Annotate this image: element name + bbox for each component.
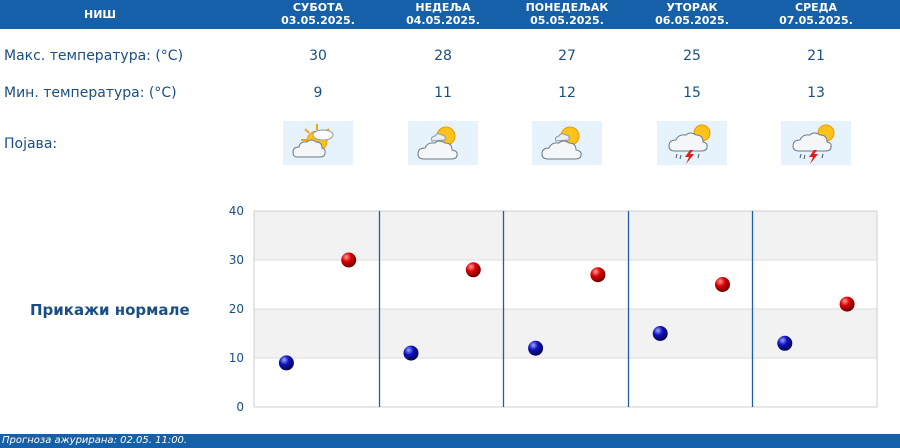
y-tick-label: 30 [229, 253, 244, 267]
day-name: СУБОТА [292, 1, 344, 14]
sun-behind-cloud-icon [283, 121, 353, 165]
day-name: СРЕДА [795, 1, 837, 14]
day-name: ПОНЕДЕЉАК [525, 1, 609, 14]
temperature-chart: 0 10 20 30 40 [229, 204, 878, 414]
min-temp-value: 13 [807, 85, 825, 101]
forecast-header-bar: НИШ СУБОТА 03.05.2025. НЕДЕЉА 04.05.2025… [0, 0, 900, 29]
min-temp-value: 9 [313, 85, 323, 101]
max-temp-label: Макс. температура: (°C) [4, 48, 184, 64]
grid-band [254, 358, 877, 407]
day-header-3: ПОНЕДЕЉАК 05.05.2025. [507, 1, 627, 27]
thunderstorm-rain-icon [657, 121, 727, 165]
min-temp-point [652, 326, 668, 341]
min-temp-point [777, 335, 793, 351]
grid-band [254, 309, 877, 358]
min-temp-point [403, 345, 419, 361]
day-header-1: СУБОТА 03.05.2025. [258, 1, 378, 27]
min-temp-point [528, 340, 544, 356]
max-temp-point [839, 296, 855, 312]
max-temp-value: 27 [558, 48, 576, 64]
min-temp-point [278, 355, 294, 371]
sun-behind-clouds-icon [408, 121, 478, 165]
day-name: УТОРАК [666, 1, 718, 14]
max-temp-point [590, 267, 606, 283]
day-date: 06.05.2025. [655, 14, 729, 27]
day-date: 05.05.2025. [530, 14, 604, 27]
day-header-4: УТОРАК 06.05.2025. [632, 1, 752, 27]
sun-behind-clouds-icon [532, 121, 602, 165]
city-name: НИШ [83, 8, 116, 21]
y-tick-label: 0 [236, 400, 244, 414]
min-temp-value: 11 [434, 85, 452, 101]
day-date: 03.05.2025. [281, 14, 355, 27]
max-temp-point [714, 277, 730, 292]
day-date: 07.05.2025. [779, 14, 853, 27]
forecast-updated-footer: Прогноза ажурирана: 02.05. 11:00. [0, 434, 900, 448]
min-temp-value: 12 [558, 85, 576, 101]
y-tick-label: 10 [229, 351, 244, 365]
plot-frame [253, 210, 878, 408]
y-tick-label: 20 [229, 302, 244, 316]
y-tick-label: 40 [229, 204, 244, 218]
updated-text: Прогноза ажурирана: 02.05. 11:00. [2, 435, 188, 446]
thunderstorm-rain-icon [781, 121, 851, 165]
show-normals-link[interactable]: Прикажи нормале [30, 301, 190, 319]
day-header-5: СРЕДА 07.05.2025. [756, 1, 876, 27]
min-temp-value: 15 [683, 85, 701, 101]
max-temp-value: 25 [683, 48, 701, 64]
day-header-2: НЕДЕЉА 04.05.2025. [383, 1, 503, 27]
grid-band [254, 211, 877, 260]
max-temp-point [465, 262, 481, 278]
max-temp-value: 28 [434, 48, 452, 64]
day-date: 04.05.2025. [406, 14, 480, 27]
phenomenon-label: Појава: [4, 136, 58, 152]
max-temp-point [341, 252, 357, 268]
min-temp-label: Мин. температура: (°C) [4, 85, 177, 101]
day-name: НЕДЕЉА [415, 1, 471, 14]
max-temp-value: 21 [807, 48, 825, 64]
grid-band [254, 260, 877, 309]
max-temp-value: 30 [309, 48, 327, 64]
